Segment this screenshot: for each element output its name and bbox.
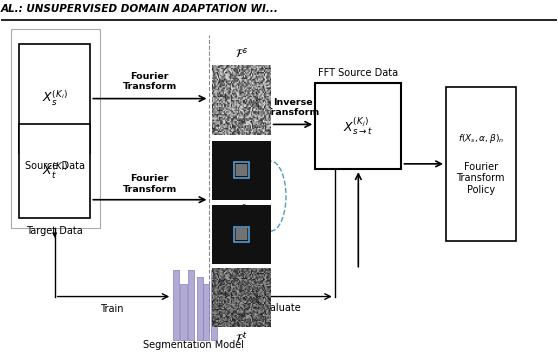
- Text: $f(X_s,\alpha,\beta)_n$: $f(X_s,\alpha,\beta)_n$: [458, 132, 504, 145]
- Text: Inverse
Transform: Inverse Transform: [266, 98, 320, 117]
- Text: Segmentation Model: Segmentation Model: [143, 340, 244, 350]
- Bar: [211, 270, 217, 339]
- Text: Target Data: Target Data: [26, 226, 83, 235]
- Bar: [180, 284, 186, 339]
- Bar: [446, 87, 516, 241]
- Text: FFT Source Data: FFT Source Data: [318, 68, 398, 78]
- Bar: [19, 125, 90, 218]
- Text: $X_s^{(K_i)}$: $X_s^{(K_i)}$: [42, 89, 68, 108]
- Bar: [196, 277, 203, 339]
- Text: Train: Train: [100, 304, 124, 314]
- Text: $X_{s\to t}^{(K_j)}$: $X_{s\to t}^{(K_j)}$: [343, 115, 373, 137]
- Text: $\mathcal{F}^t_c$: $\mathcal{F}^t_c$: [235, 185, 248, 202]
- Text: $\mathcal{F}^s$: $\mathcal{F}^s$: [235, 46, 248, 60]
- Bar: [173, 270, 179, 339]
- Bar: [315, 83, 401, 169]
- Bar: [19, 44, 90, 153]
- Text: Fourier
Transform: Fourier Transform: [123, 174, 177, 194]
- Bar: [203, 284, 209, 339]
- Text: Evaluate: Evaluate: [258, 303, 300, 313]
- Text: $X_t^{(K_i)}$: $X_t^{(K_i)}$: [42, 161, 68, 181]
- Text: ▼: ▼: [52, 232, 57, 238]
- Bar: [11, 30, 100, 228]
- Text: Source Data: Source Data: [25, 161, 85, 171]
- Text: AL.: UNSUPERVISED DOMAIN ADAPTATION WI...: AL.: UNSUPERVISED DOMAIN ADAPTATION WI..…: [1, 4, 278, 14]
- Bar: [187, 270, 194, 339]
- Text: Fourier
Transform: Fourier Transform: [123, 72, 177, 91]
- Text: $\mathcal{F}^t$: $\mathcal{F}^t$: [235, 330, 248, 346]
- Text: $\mathcal{F}^s_c$: $\mathcal{F}^s_c$: [235, 203, 248, 218]
- Text: Fourier
Transform
Policy: Fourier Transform Policy: [456, 162, 505, 195]
